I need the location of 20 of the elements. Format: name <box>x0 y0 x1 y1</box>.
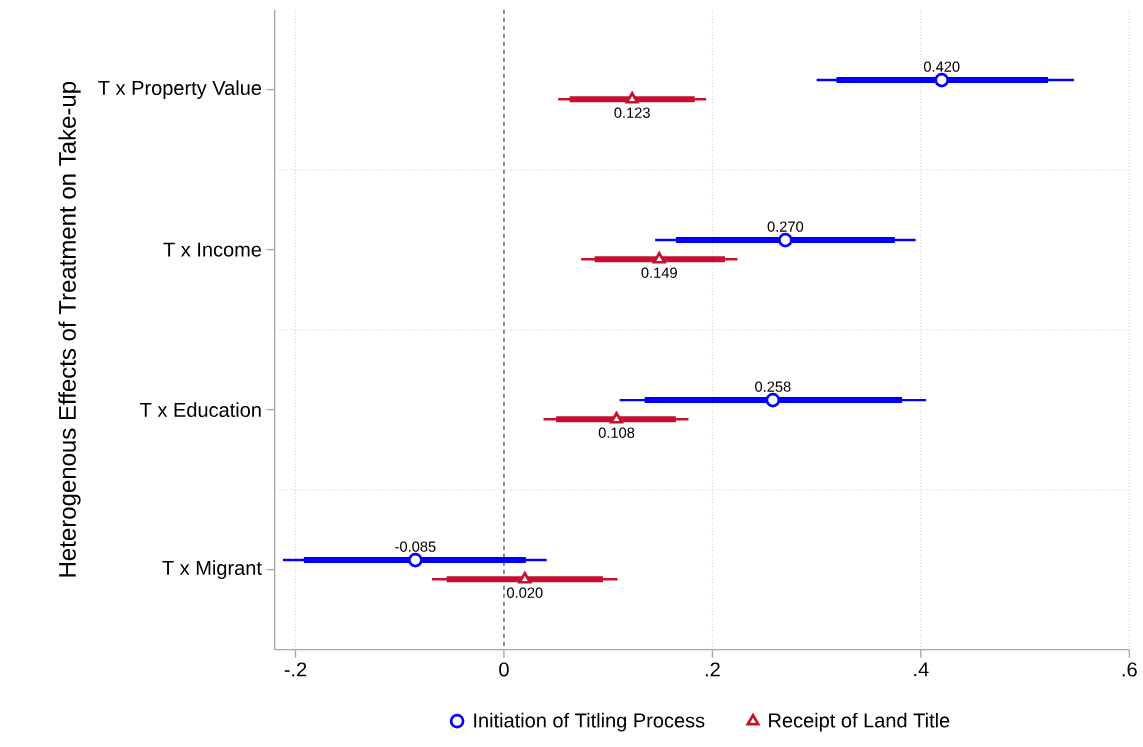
x-tick-label: .2 <box>705 662 720 677</box>
x-tick-label: -.2 <box>284 662 307 677</box>
legend-label: Receipt of Land Title <box>769 712 950 732</box>
data-label: 0.149 <box>641 267 677 278</box>
data-label: 0.123 <box>614 107 650 118</box>
y-tick-label: T x Migrant <box>162 560 262 579</box>
x-tick-label: 0 <box>499 662 509 677</box>
x-tick-label: .4 <box>914 662 929 677</box>
data-label: -0.085 <box>395 541 436 552</box>
data-label: 0.258 <box>755 381 791 392</box>
data-label: 0.420 <box>923 61 960 72</box>
x-tick-label: .6 <box>1122 662 1137 677</box>
data-label: 0.020 <box>507 587 543 598</box>
y-axis-title: Heterogenous Effects of Treatment on Take-up <box>58 81 81 577</box>
data-label: 0.108 <box>598 427 635 438</box>
y-tick-label: T x Property Value <box>98 80 262 99</box>
data-label: 0.270 <box>767 221 804 232</box>
legend-label: Initiation of Titling Process <box>474 712 705 732</box>
y-tick-label: T x Income <box>163 242 262 257</box>
y-tick-label: T x Education <box>140 402 261 418</box>
